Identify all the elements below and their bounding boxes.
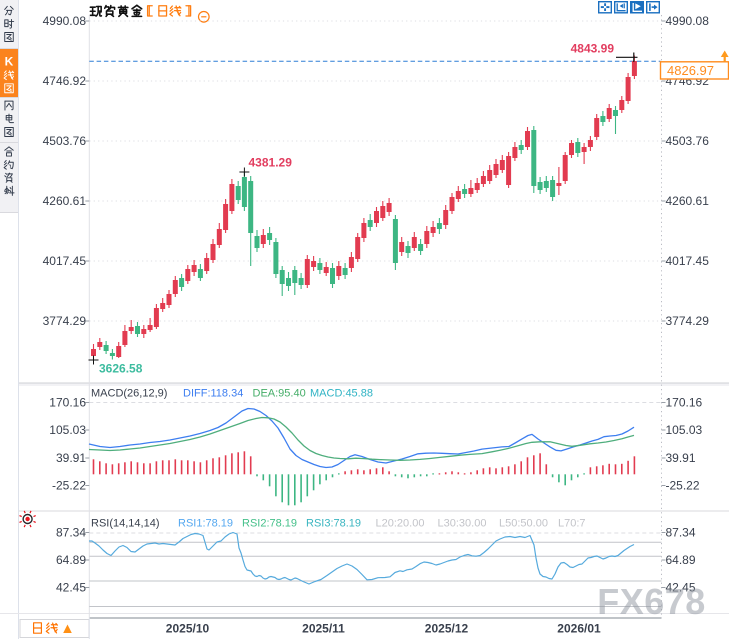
svg-text:3774.29: 3774.29 bbox=[43, 314, 87, 328]
svg-text:2025/10: 2025/10 bbox=[166, 622, 210, 636]
svg-text:105.03: 105.03 bbox=[666, 423, 703, 437]
svg-text:FX678: FX678 bbox=[597, 581, 706, 622]
svg-text:L20:20.00: L20:20.00 bbox=[376, 518, 425, 530]
svg-text:-25.22: -25.22 bbox=[52, 479, 86, 493]
svg-text:64.89: 64.89 bbox=[666, 553, 696, 567]
svg-text:2025/12: 2025/12 bbox=[425, 622, 469, 636]
svg-text:170.16: 170.16 bbox=[49, 396, 86, 410]
svg-text:RSI1:78.19: RSI1:78.19 bbox=[178, 518, 233, 530]
svg-text:2025/11: 2025/11 bbox=[302, 622, 345, 636]
svg-text:39.91: 39.91 bbox=[666, 451, 696, 465]
svg-text:RSI3:78.19: RSI3:78.19 bbox=[306, 518, 361, 530]
svg-text:4826.97: 4826.97 bbox=[667, 63, 714, 78]
svg-text:64.89: 64.89 bbox=[56, 553, 86, 567]
svg-text:105.03: 105.03 bbox=[49, 423, 86, 437]
svg-text:L70:7: L70:7 bbox=[558, 518, 586, 530]
svg-text:4503.76: 4503.76 bbox=[666, 134, 710, 148]
svg-text:2026/01: 2026/01 bbox=[557, 622, 601, 636]
svg-text:MACD(26,12,9): MACD(26,12,9) bbox=[91, 388, 167, 400]
svg-text:RSI2:78.19: RSI2:78.19 bbox=[242, 518, 297, 530]
svg-text:170.16: 170.16 bbox=[666, 396, 703, 410]
svg-text:4990.08: 4990.08 bbox=[666, 14, 710, 28]
svg-text:4746.92: 4746.92 bbox=[43, 74, 87, 88]
svg-text:39.91: 39.91 bbox=[56, 451, 86, 465]
svg-text:4017.45: 4017.45 bbox=[43, 254, 87, 268]
svg-text:4017.45: 4017.45 bbox=[666, 254, 710, 268]
svg-text:4990.08: 4990.08 bbox=[43, 14, 87, 28]
svg-text:K: K bbox=[5, 55, 14, 69]
svg-text:87.34: 87.34 bbox=[666, 526, 696, 540]
svg-text:DEA:95.40: DEA:95.40 bbox=[253, 388, 306, 400]
svg-text:MACD:45.88: MACD:45.88 bbox=[310, 388, 373, 400]
svg-text:DIFF:118.34: DIFF:118.34 bbox=[183, 388, 243, 400]
svg-text:4260.61: 4260.61 bbox=[43, 194, 87, 208]
svg-text:87.34: 87.34 bbox=[56, 526, 86, 540]
svg-text:4381.29: 4381.29 bbox=[249, 156, 293, 170]
svg-text:42.45: 42.45 bbox=[56, 581, 86, 595]
svg-text:L30:30.00: L30:30.00 bbox=[438, 518, 487, 530]
svg-text:4503.76: 4503.76 bbox=[43, 134, 87, 148]
svg-text:RSI(14,14,14): RSI(14,14,14) bbox=[91, 518, 159, 530]
svg-text:4260.61: 4260.61 bbox=[666, 194, 710, 208]
svg-text:3774.29: 3774.29 bbox=[666, 314, 710, 328]
svg-text:L50:50.00: L50:50.00 bbox=[499, 518, 548, 530]
svg-text:-25.22: -25.22 bbox=[666, 479, 700, 493]
svg-text:42.45: 42.45 bbox=[666, 581, 696, 595]
svg-text:3626.58: 3626.58 bbox=[99, 362, 143, 376]
svg-text:4843.99: 4843.99 bbox=[571, 42, 615, 56]
